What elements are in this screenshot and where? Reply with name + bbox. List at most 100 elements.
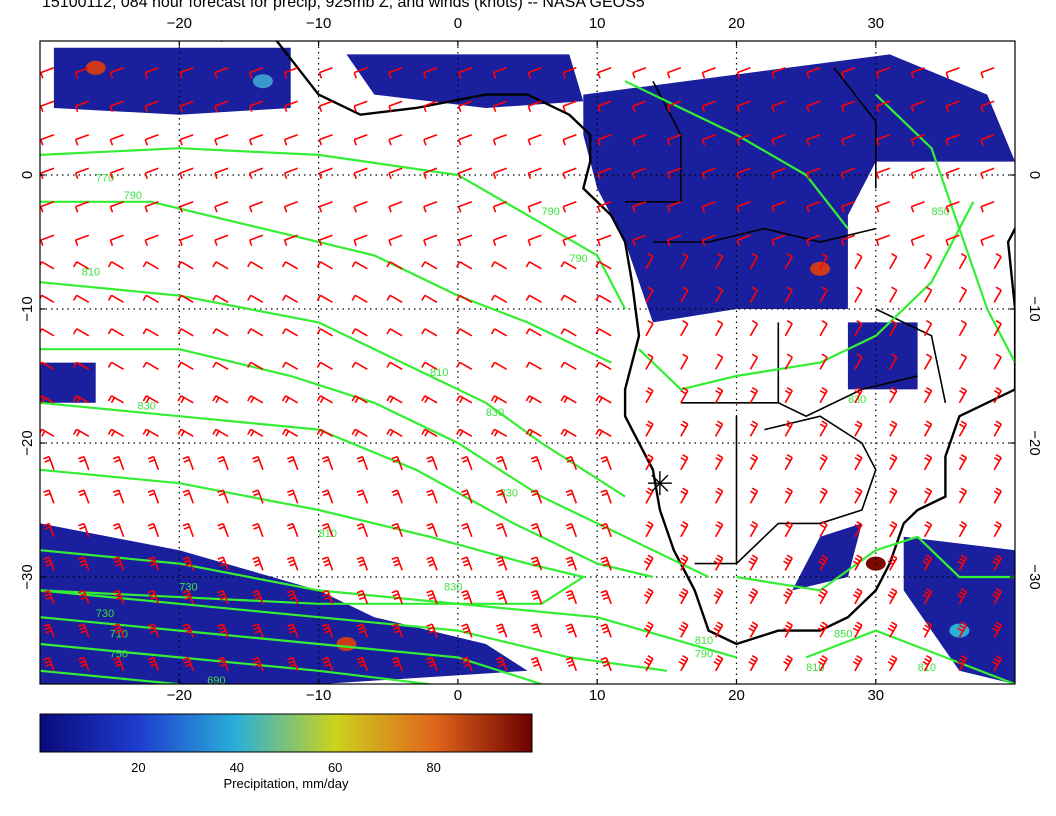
wind-barb <box>456 361 473 370</box>
wind-barb <box>281 261 299 270</box>
wind-barb <box>321 556 334 571</box>
wind-barb <box>214 134 229 146</box>
wind-barb <box>819 252 828 270</box>
contour-label: 850 <box>834 628 852 640</box>
wind-barb <box>281 361 299 370</box>
wind-barb <box>461 489 473 504</box>
wind-barb <box>72 361 90 370</box>
wind-barb <box>40 261 55 270</box>
lat-label-left: −30 <box>19 564 36 589</box>
contour-label: 810 <box>82 267 100 279</box>
wind-barb <box>109 100 124 113</box>
wind-barb <box>595 428 612 437</box>
forecast-map: 7707908107908108308108308307908307507307… <box>19 15 1043 700</box>
wind-barb <box>177 328 194 337</box>
wind-barb <box>784 252 793 270</box>
wind-barb <box>666 201 682 213</box>
wind-barb <box>771 201 786 213</box>
wind-barb <box>214 100 229 113</box>
wind-barb <box>74 234 90 247</box>
height-contour <box>638 201 975 391</box>
wind-barb <box>144 167 159 180</box>
wind-barb <box>107 294 124 303</box>
wind-barb <box>565 489 578 504</box>
wind-barb <box>252 656 264 672</box>
wind-barb <box>179 134 194 146</box>
height-contour <box>875 93 1015 364</box>
wind-barb <box>560 261 577 270</box>
wind-barb <box>530 589 543 605</box>
contour-label: 830 <box>486 407 504 419</box>
wind-barb <box>713 554 724 571</box>
wind-barb <box>701 201 716 213</box>
wind-barb <box>283 167 298 180</box>
country-border <box>764 415 877 525</box>
wind-barb <box>147 455 160 471</box>
wind-barb <box>144 201 159 213</box>
wind-barb <box>109 201 124 213</box>
wind-barb <box>457 167 473 180</box>
colorbar: 20 40 60 80 Precipitation, mm/day <box>39 713 533 791</box>
wind-barb <box>819 453 828 471</box>
wind-barb <box>600 623 612 638</box>
wind-barb <box>923 252 933 270</box>
wind-barb <box>147 623 160 638</box>
wind-barb <box>495 522 508 538</box>
wind-barb <box>423 201 438 213</box>
lon-label-bottom: 0 <box>454 687 462 700</box>
wind-barb <box>43 623 55 638</box>
wind-barb <box>321 522 334 538</box>
wind-barb <box>852 654 863 672</box>
wind-barb <box>318 167 333 180</box>
wind-barb <box>177 361 194 370</box>
wind-barb <box>40 67 55 79</box>
wind-barb <box>182 656 194 672</box>
lon-label-bottom: 20 <box>728 687 745 700</box>
wind-barb <box>980 201 995 213</box>
wind-barb <box>525 395 542 404</box>
wind-barb <box>875 134 891 146</box>
lat-label-right: −10 <box>1026 296 1043 321</box>
wind-barb <box>386 361 403 370</box>
wind-barb <box>456 428 473 437</box>
wind-barb <box>490 261 508 270</box>
wind-barb <box>748 621 759 638</box>
wind-barb <box>353 167 368 180</box>
wind-barb <box>490 361 508 370</box>
wind-barb <box>910 167 925 180</box>
wind-barb <box>391 589 403 605</box>
wind-barb <box>78 589 90 605</box>
wind-barb <box>351 428 368 437</box>
wind-barb <box>748 654 759 672</box>
contour-label: 790 <box>541 206 559 218</box>
wind-barb <box>217 556 229 571</box>
wind-barb <box>806 100 821 113</box>
wind-barb <box>461 623 473 638</box>
wind-barb <box>854 453 863 471</box>
wind-barb <box>252 489 264 504</box>
wind-barb <box>784 453 793 471</box>
wind-barb <box>680 487 689 504</box>
wind-barb <box>600 656 612 672</box>
contour-label: 850 <box>932 206 950 218</box>
wind-barb <box>423 167 438 180</box>
wind-barb <box>875 201 891 213</box>
wind-barb <box>318 100 333 113</box>
wind-barb <box>678 554 689 571</box>
wind-barb <box>248 100 264 113</box>
precip-core <box>252 74 273 89</box>
wind-barb <box>40 428 55 437</box>
wind-barb <box>840 234 856 247</box>
wind-barb <box>945 167 960 180</box>
wind-barb <box>353 234 368 247</box>
wind-barb <box>391 623 403 638</box>
wind-barb <box>492 134 507 146</box>
wind-barb <box>492 100 507 113</box>
wind-barb <box>78 522 90 538</box>
lon-label-top: 0 <box>454 15 462 32</box>
wind-barb <box>980 100 995 113</box>
wind-barb <box>388 234 403 247</box>
wind-barb <box>840 134 856 146</box>
wind-barb <box>182 589 194 605</box>
wind-barb <box>426 489 438 504</box>
